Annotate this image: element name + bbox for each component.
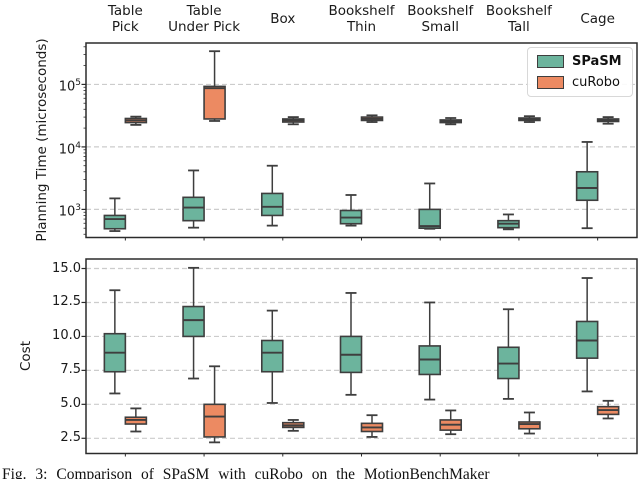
boxplot-spasm-cage: [575, 141, 599, 230]
boxplot-curobo-table-under-pick: [203, 50, 226, 122]
boxplot-curobo-bookshelf-tall: [518, 411, 541, 435]
boxplot-curobo-box: [281, 116, 305, 126]
boxplot-spasm-box: [260, 164, 284, 227]
box-body: [518, 421, 541, 430]
box-body: [575, 170, 599, 202]
boxplot-spasm-table-pick: [103, 197, 127, 232]
boxplot-spasm-bookshelf-thin: [339, 292, 363, 396]
box-body: [203, 85, 226, 120]
boxplot-curobo-cage: [596, 116, 620, 125]
legend-item: cuRobo: [537, 75, 622, 90]
y-tick-label: 7.5: [60, 362, 81, 378]
box-body: [182, 305, 205, 338]
category-label: Bookshelf Small: [407, 3, 474, 35]
boxplot-curobo-table-under-pick: [203, 365, 226, 444]
boxplot-curobo-bookshelf-tall: [518, 115, 541, 123]
legend-label: cuRobo: [572, 75, 620, 90]
boxplot-spasm-box: [260, 309, 284, 404]
box-body: [103, 214, 127, 230]
legend-swatch-curobo: [537, 76, 564, 89]
box-body: [203, 403, 226, 438]
legend-label: SPaSM: [572, 54, 622, 69]
boxplot-spasm-table-pick: [103, 289, 127, 395]
y-tick-label: 15.0: [52, 260, 81, 276]
boxplot-curobo-box: [281, 419, 305, 432]
boxplot-spasm-bookshelf-tall: [497, 308, 520, 400]
category-label: Box: [270, 11, 296, 27]
legend-item: SPaSM: [537, 54, 622, 69]
boxplot-curobo-cage: [596, 399, 620, 420]
y-tick-label: 12.5: [52, 294, 81, 310]
category-label: Table Pick: [107, 3, 143, 35]
category-label: Table Under Pick: [168, 3, 241, 35]
boxplot-curobo-bookshelf-small: [439, 409, 463, 436]
boxplot-curobo-bookshelf-small: [439, 117, 463, 126]
boxplot-spasm-bookshelf-small: [418, 301, 442, 401]
y-tick-label: 104: [58, 140, 81, 158]
cost-boxplot: [81, 258, 638, 457]
box-body: [418, 208, 442, 230]
figure-caption: Fig. 3: Comparison of SPaSM with cuRobo …: [2, 466, 490, 479]
category-label: Cage: [580, 11, 615, 27]
category-label: Bookshelf Thin: [328, 3, 395, 35]
boxplot-curobo-bookshelf-thin: [360, 414, 384, 438]
boxplot-spasm-bookshelf-tall: [497, 213, 520, 231]
boxplot-spasm-bookshelf-small: [418, 182, 442, 230]
box-body: [182, 196, 205, 222]
box-body: [260, 339, 284, 373]
boxplot-curobo-table-pick: [124, 407, 148, 433]
y-tick-label: 5.0: [60, 396, 81, 412]
boxplot-curobo-table-pick: [124, 115, 148, 126]
boxplot-spasm-cage: [575, 277, 599, 393]
y-tick-label: 2.5: [60, 430, 81, 446]
plot-frame: [85, 258, 638, 455]
y-tick-label: 103: [58, 203, 81, 220]
legend-swatch-spasm: [537, 55, 564, 68]
category-label: Bookshelf Tall: [485, 3, 552, 35]
y-tick-label: 10.0: [52, 328, 81, 344]
y-tick-label: 105: [58, 78, 81, 95]
plot-frame: [85, 42, 638, 239]
planning-time-boxplot: [81, 42, 638, 241]
boxplot-spasm-table-under-pick: [182, 169, 205, 229]
boxplot-curobo-bookshelf-thin: [360, 114, 384, 123]
boxplot-spasm-table-under-pick: [182, 266, 205, 380]
box-body: [260, 192, 284, 217]
legend: SPaSM cuRobo: [527, 47, 633, 97]
boxplot-spasm-bookshelf-thin: [339, 194, 363, 227]
